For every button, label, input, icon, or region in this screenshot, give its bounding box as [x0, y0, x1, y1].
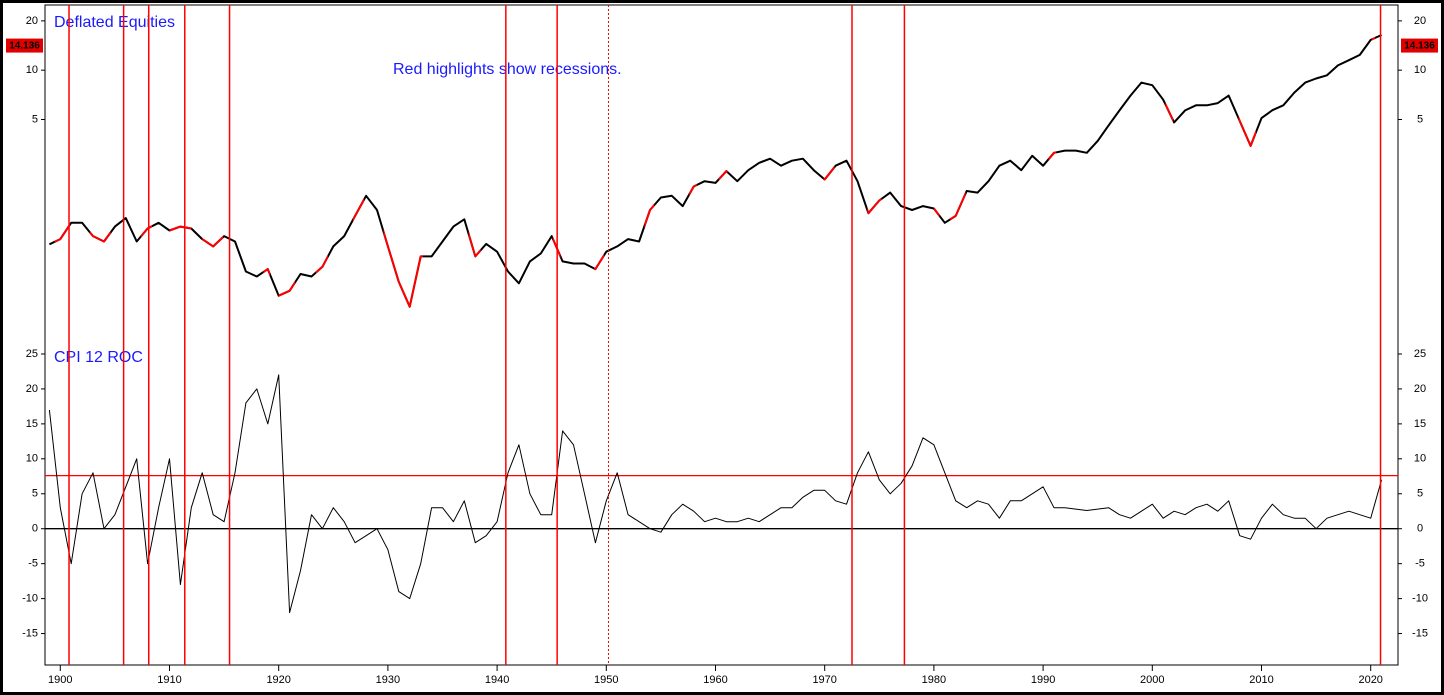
- x-tick-label: 2000: [1140, 674, 1164, 686]
- y-tick-label-right: 10: [1414, 453, 1426, 465]
- y-tick-label-right: 15: [1414, 418, 1426, 430]
- last-value-box-left: [6, 38, 43, 53]
- annotation: Red highlights show recessions.: [393, 61, 622, 78]
- y-tick-label-right: 5: [1417, 488, 1423, 500]
- y-tick-label: 20: [26, 15, 38, 27]
- y-tick-label-right: 5: [1417, 113, 1423, 125]
- y-tick-label: 10: [26, 64, 38, 76]
- last-value-label-right: 14.136: [1404, 41, 1435, 52]
- y-tick-label-right: -5: [1415, 558, 1425, 570]
- panel-title: Deflated Equities: [54, 14, 175, 31]
- y-tick-label: -15: [22, 627, 38, 639]
- y-tick-label: 5: [32, 113, 38, 125]
- last-value-box-right: [1401, 38, 1438, 53]
- y-tick-label-right: 20: [1414, 383, 1426, 395]
- x-tick-label: 1970: [812, 674, 836, 686]
- x-tick-label: 2010: [1249, 674, 1273, 686]
- y-tick-label: 0: [32, 523, 38, 535]
- x-tick-label: 1940: [485, 674, 509, 686]
- y-tick-label-right: 10: [1414, 64, 1426, 76]
- x-tick-label: 2020: [1358, 674, 1382, 686]
- series-line: [48, 374, 1383, 614]
- y-tick-label: -10: [22, 593, 38, 605]
- y-tick-label: 15: [26, 418, 38, 430]
- panel-title: CPI 12 ROC: [54, 349, 143, 366]
- x-tick-label: 1930: [376, 674, 400, 686]
- y-tick-label-right: 25: [1414, 348, 1426, 360]
- y-tick-label: 25: [26, 348, 38, 360]
- y-tick-label-right: 0: [1417, 523, 1423, 535]
- y-tick-label: 20: [26, 383, 38, 395]
- y-tick-label-right: -10: [1412, 593, 1428, 605]
- x-tick-label: 1980: [922, 674, 946, 686]
- y-tick-label: -5: [28, 558, 38, 570]
- y-tick-label: 10: [26, 453, 38, 465]
- x-tick-label: 1990: [1031, 674, 1055, 686]
- last-value-label-left: 14.136: [9, 41, 40, 52]
- y-tick-label-right: -15: [1412, 627, 1428, 639]
- x-tick-label: 1920: [266, 674, 290, 686]
- x-tick-label: 1900: [48, 674, 72, 686]
- y-tick-label: 5: [32, 488, 38, 500]
- series-line: [48, 34, 1383, 308]
- x-tick-label: 1950: [594, 674, 618, 686]
- x-tick-label: 1910: [157, 674, 181, 686]
- plot-frame: [44, 4, 1399, 666]
- x-tick-label: 1960: [703, 674, 727, 686]
- y-tick-label-right: 20: [1414, 15, 1426, 27]
